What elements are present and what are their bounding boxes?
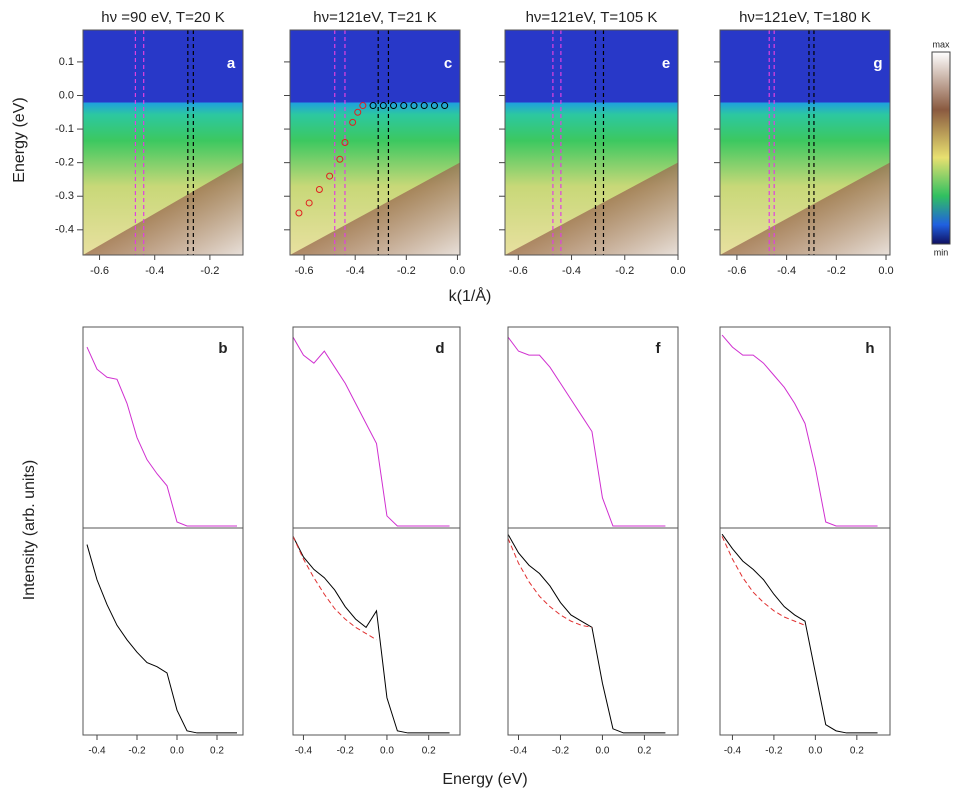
marker (349, 118, 357, 126)
x-tick-label: -0.4 (777, 265, 796, 277)
panel-label: f (656, 340, 662, 357)
marker (410, 102, 418, 110)
plot-frame (719, 29, 891, 256)
plot-frame (504, 29, 679, 256)
x-tick-label: -0.4 (145, 265, 164, 277)
plot-frame (82, 326, 244, 736)
panel-label: g (873, 55, 882, 72)
marker (295, 209, 303, 217)
x-tick-label: -0.4 (724, 746, 742, 757)
x-tick-label: -0.4 (88, 746, 106, 757)
x-axis-label: k(1/Å) (449, 286, 492, 305)
x-tick-label: -0.6 (295, 265, 314, 277)
panel-label: e (662, 55, 670, 72)
panel-label: h (865, 340, 874, 357)
marker (369, 102, 377, 110)
edc-line (292, 536, 450, 734)
chart-title: hν=121eV, T=21 K (313, 9, 436, 26)
edc-line (292, 536, 377, 641)
y-tick-label: -0.4 (55, 224, 74, 236)
marker (390, 102, 398, 110)
y-tick-label: -0.1 (55, 123, 74, 135)
chart-title: hν=121eV, T=105 K (526, 9, 658, 26)
image-shade (505, 162, 678, 255)
x-tick-label: 0.0 (808, 746, 822, 757)
edc-line (292, 336, 450, 527)
x-tick-label: -0.2 (765, 746, 783, 757)
x-tick-label: -0.2 (615, 265, 634, 277)
marker (354, 108, 362, 116)
panel-label: c (444, 55, 452, 72)
y-tick-label: -0.2 (55, 157, 74, 169)
x-tick-label: -0.4 (562, 265, 581, 277)
marker (336, 155, 344, 163)
plot-frame (289, 29, 461, 256)
x-tick-label: -0.2 (128, 746, 146, 757)
plot-frame (507, 326, 679, 736)
x-tick-label: -0.4 (295, 746, 313, 757)
marker (341, 139, 349, 146)
image-shade (290, 162, 460, 255)
x-tick-label: -0.4 (510, 746, 528, 757)
edc-line (721, 533, 878, 734)
x-tick-label: 0.2 (637, 746, 651, 757)
marker (441, 102, 449, 110)
edc-line (86, 346, 237, 527)
x-tick-label: 0.0 (878, 265, 893, 277)
marker (326, 172, 334, 180)
x-tick-label: -0.2 (827, 265, 846, 277)
marker (359, 102, 367, 110)
x-tick-label: 0.0 (450, 265, 465, 277)
chart-title: hν =90 eV, T=20 K (101, 9, 224, 26)
panel-label: a (227, 55, 236, 72)
plot-frame (82, 29, 244, 256)
x-tick-label: -0.2 (397, 265, 416, 277)
colorbar (931, 51, 951, 245)
colorbar-min: min (934, 247, 949, 257)
x-tick-label: -0.6 (727, 265, 746, 277)
x-tick-label: 0.0 (380, 746, 394, 757)
chart-title: hν=121eV, T=180 K (739, 9, 871, 26)
y-axis-label: Energy (eV) (11, 97, 28, 182)
edc-line (507, 533, 666, 734)
x-tick-label: -0.4 (346, 265, 365, 277)
marker (315, 186, 323, 194)
x-axis-label: Energy (eV) (442, 771, 527, 788)
edc-line (86, 544, 237, 734)
marker (430, 102, 438, 110)
x-tick-label: 0.0 (670, 265, 685, 277)
panel-label: b (218, 340, 227, 357)
marker (305, 199, 313, 207)
x-tick-label: -0.6 (509, 265, 528, 277)
image-shade (83, 162, 243, 255)
marker (400, 102, 408, 110)
x-tick-label: -0.2 (200, 265, 219, 277)
x-tick-label: -0.2 (337, 746, 355, 757)
edc-line (721, 334, 878, 527)
x-tick-label: -0.6 (90, 265, 109, 277)
x-tick-label: 0.0 (595, 746, 609, 757)
y-axis-label: Intensity (arb. units) (21, 460, 38, 601)
marker (379, 102, 387, 110)
image-shade (720, 162, 890, 255)
plot-frame (292, 326, 461, 736)
edc-line (507, 538, 593, 628)
x-tick-label: 0.2 (210, 746, 224, 757)
x-tick-label: -0.2 (552, 746, 570, 757)
marker (420, 102, 428, 110)
plot-frame (719, 326, 891, 736)
panel-label: d (435, 340, 444, 357)
edc-line (507, 336, 666, 527)
y-tick-label: 0.1 (59, 56, 74, 68)
x-tick-label: 0.2 (422, 746, 436, 757)
x-tick-label: 0.2 (850, 746, 864, 757)
edc-line (721, 536, 806, 626)
colorbar-max: max (932, 39, 950, 49)
x-tick-label: 0.0 (170, 746, 184, 757)
y-tick-label: 0.0 (59, 89, 74, 101)
y-tick-label: -0.3 (55, 190, 74, 202)
